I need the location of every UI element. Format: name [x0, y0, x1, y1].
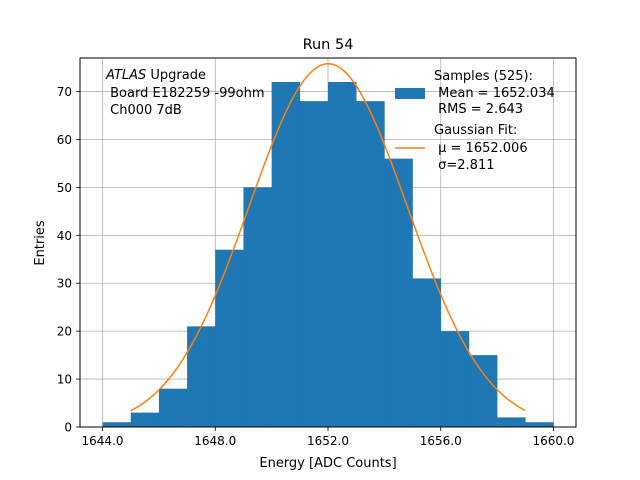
y-tick-label: 60	[57, 133, 72, 147]
legend-samples-line-2: Mean = 1652.034	[434, 86, 555, 101]
chart-title: Run 54	[303, 37, 354, 53]
x-tick-label: 1660.0	[532, 434, 574, 448]
y-tick-label: 70	[57, 85, 72, 99]
legend-samples-swatch	[395, 88, 425, 99]
annotation-line-2: Board E182259 -99ohm	[106, 86, 265, 101]
legend-fit-line-3: σ=2.811	[434, 158, 494, 173]
legend-samples-line-1: Samples (525):	[434, 69, 533, 84]
histogram-bar	[440, 331, 470, 427]
x-tick-label: 1648.0	[194, 434, 236, 448]
legend: Samples (525): Mean = 1652.034 RMS = 2.6…	[395, 69, 555, 173]
histogram-bar	[356, 101, 385, 427]
histogram-bar	[299, 101, 329, 427]
histogram-bar	[187, 326, 216, 427]
y-tick-label: 20	[57, 325, 72, 339]
y-axis-label: Entries	[33, 220, 48, 266]
histogram-bar	[158, 388, 188, 427]
histogram-bar	[243, 187, 272, 427]
histogram-bar	[525, 422, 554, 427]
x-axis-ticks: 1644.0 1648.0 1652.0 1656.0 1660.0	[82, 427, 574, 448]
y-tick-label: 10	[57, 373, 72, 387]
histogram-bar	[271, 81, 301, 428]
y-tick-label: 50	[57, 181, 72, 195]
y-tick-label: 30	[57, 277, 72, 291]
histogram-bars	[102, 81, 554, 428]
histogram-bar	[130, 412, 160, 427]
atlas-annotation: ATLAS Upgrade Board E182259 -99ohm Ch000…	[105, 68, 265, 118]
y-tick-label: 40	[57, 229, 72, 243]
gaussian-fit	[130, 62, 526, 412]
y-axis-ticks: 0 10 20 30 40 50 60 70	[57, 85, 80, 435]
histogram-bar	[497, 417, 526, 427]
x-tick-label: 1644.0	[82, 434, 124, 448]
histogram-bar	[384, 158, 413, 428]
histogram-bar	[215, 249, 244, 427]
legend-fit-line-2: μ = 1652.006	[434, 141, 528, 156]
x-tick-label: 1656.0	[420, 434, 462, 448]
histogram-bar	[328, 81, 357, 428]
x-axis-label: Energy [ADC Counts]	[259, 456, 396, 471]
legend-fit-line-1: Gaussian Fit:	[434, 123, 517, 138]
y-tick-label: 0	[64, 421, 72, 435]
annotation-line-1: ATLAS Upgrade	[105, 68, 206, 83]
annotation-line-3: Ch000 7dB	[106, 103, 182, 118]
histogram-bar	[102, 422, 132, 427]
legend-samples-line-3: RMS = 2.643	[434, 102, 523, 117]
histogram-bar	[412, 278, 442, 427]
histogram-bar	[468, 355, 498, 427]
gaussian-fit-line	[130, 62, 526, 412]
x-tick-label: 1652.0	[307, 434, 349, 448]
